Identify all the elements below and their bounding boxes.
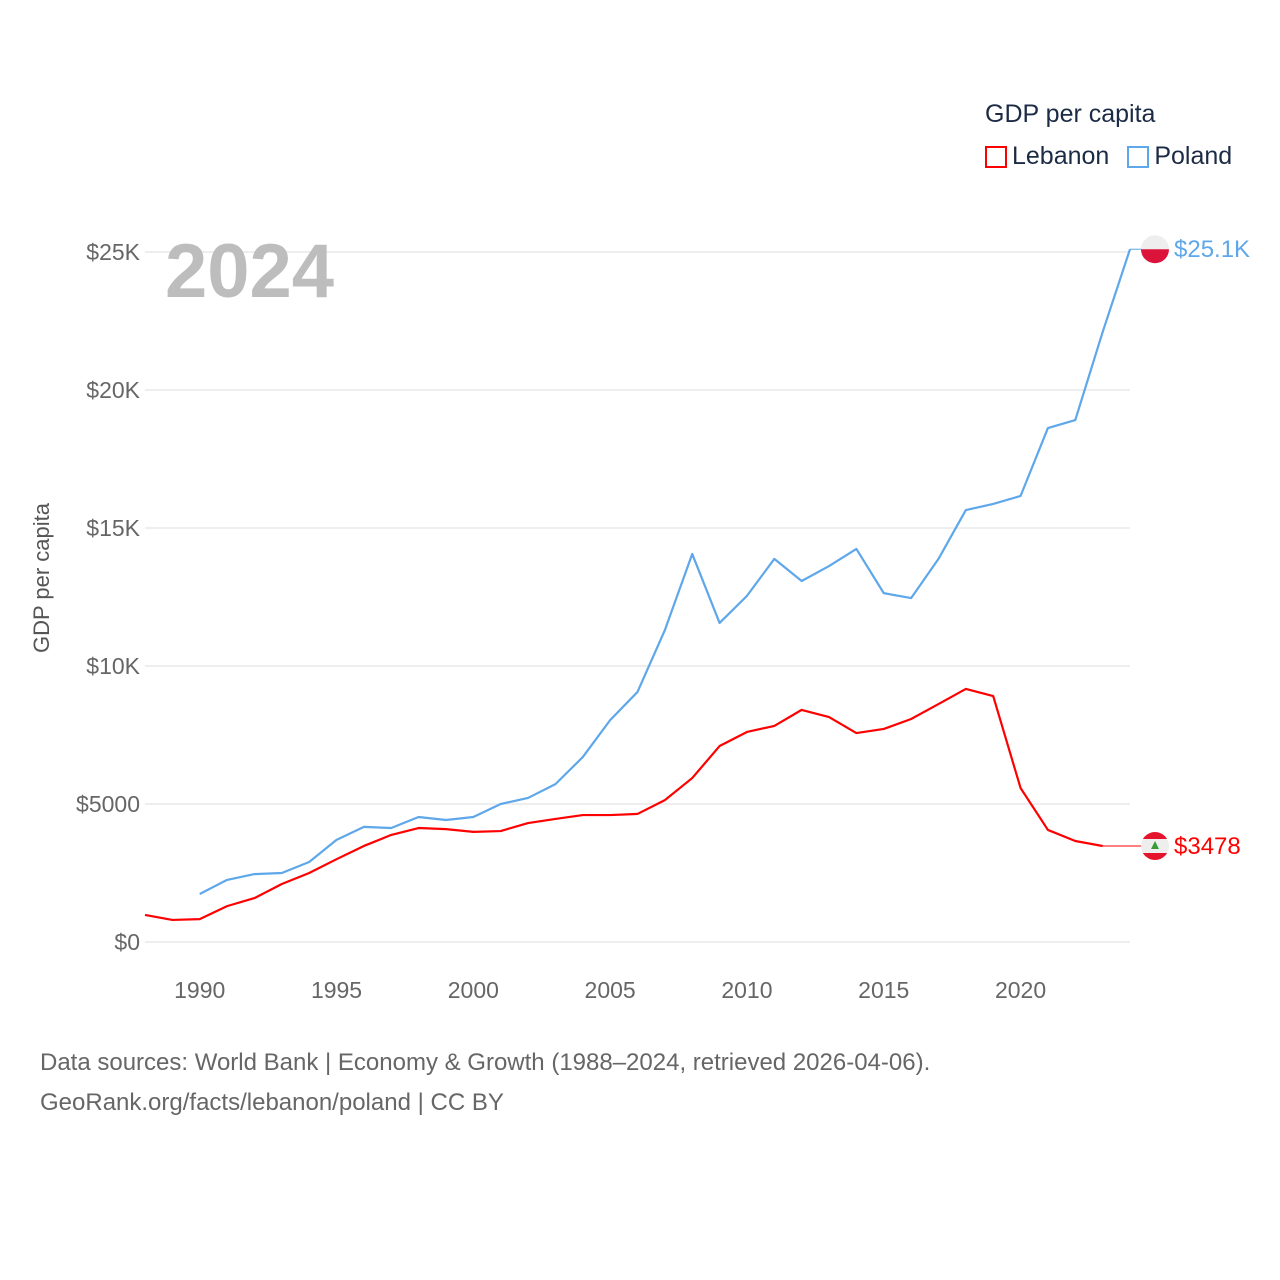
series-line-poland <box>199 248 1132 895</box>
series-line-lebanon <box>144 687 1103 922</box>
y-axis-label: GDP per capita <box>29 502 54 654</box>
x-tick-label: 2020 <box>995 977 1046 1003</box>
y-tick-label: $5000 <box>76 791 140 817</box>
x-tick-label: 2015 <box>858 977 909 1003</box>
legend: Lebanon Poland <box>985 142 1232 171</box>
legend-label-poland: Poland <box>1154 142 1233 170</box>
legend-item-lebanon[interactable]: Lebanon <box>985 142 1109 171</box>
x-tick-label: 1990 <box>174 977 225 1003</box>
legend-swatch-lebanon <box>985 145 1007 168</box>
end-label-poland: $25.1K <box>1174 236 1250 263</box>
lebanon-flag-icon <box>1141 832 1169 861</box>
legend-swatch-poland <box>1127 145 1150 168</box>
x-tick-label: 2010 <box>721 977 772 1003</box>
source-note: Data sources: World Bank | Economy & Gro… <box>40 1043 930 1123</box>
y-tick-label: $25K <box>86 239 140 265</box>
y-tick-label: $10K <box>86 653 140 679</box>
poland-flag-icon <box>1141 235 1169 264</box>
legend-label-lebanon: Lebanon <box>1012 142 1110 170</box>
y-tick-label: $15K <box>86 515 140 541</box>
x-tick-label: 2000 <box>448 977 499 1003</box>
x-tick-label: 2005 <box>585 977 636 1003</box>
source-line-2[interactable]: GeoRank.org/facts/lebanon/poland | CC BY <box>40 1089 504 1116</box>
end-label-lebanon: $3478 <box>1174 833 1241 860</box>
y-tick-label: $0 <box>114 929 140 955</box>
year-label: 2024 <box>165 229 335 314</box>
x-tick-label: 1995 <box>311 977 362 1003</box>
source-line-1: Data sources: World Bank | Economy & Gro… <box>40 1049 931 1076</box>
legend-title: GDP per capita <box>985 100 1156 128</box>
y-tick-label: $20K <box>86 377 140 403</box>
legend-item-poland[interactable]: Poland <box>1127 142 1232 171</box>
